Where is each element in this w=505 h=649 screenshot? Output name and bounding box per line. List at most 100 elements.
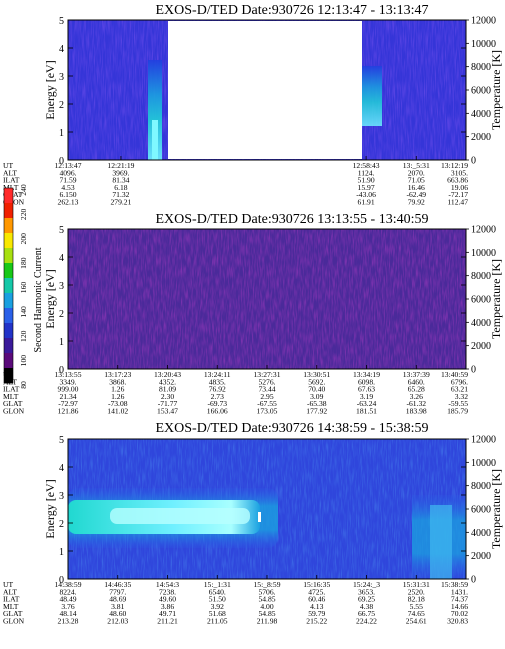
colorbar-tick-label: 120 — [19, 330, 28, 342]
panel-1-ylabel-right: Temperature [K] — [489, 50, 503, 130]
panel-1-right-ytick-label: 6000 — [471, 86, 491, 97]
panel-2-title: EXOS-D/TED Date:930726 13:13:55 - 13:40:… — [156, 212, 429, 227]
panel-1-ylabel: Energy [eV] — [43, 60, 57, 119]
panel-1-table-cell: 663.86 — [447, 176, 468, 185]
panel-3-spike — [258, 512, 261, 522]
panel-3-table-cell: 54.85 — [258, 609, 275, 618]
panel-2-table-cell: 4352. — [159, 377, 176, 386]
panel-2-table-cell: 13:20:43 — [154, 370, 181, 379]
panel-2-table-cell: 63.21 — [451, 385, 468, 394]
panel-2-orbit-table: UTALTILATMLTGLATGLON13:13:553349.999.002… — [3, 365, 468, 416]
panel-3-table-cell: 211.21 — [157, 617, 178, 626]
panel-3-title: EXOS-D/TED Date:930726 14:38:59 - 15:38:… — [156, 421, 429, 436]
panel-3-table-cell: 2520. — [408, 587, 425, 596]
panel-1-right-ytick-label: 2000 — [471, 132, 491, 143]
panel-2-table-cell: 183.98 — [406, 407, 427, 416]
panel-1-table-cell: 6.150 — [59, 190, 76, 199]
colorbar-swatch — [4, 308, 13, 324]
panel-3-orbit-table: UTALTILATMLTGLATGLON14:38:598224.48.493.… — [3, 575, 468, 626]
panel-3-table-cell: 215.22 — [306, 617, 327, 626]
panel-3-table-cell: 14:46:35 — [104, 580, 131, 589]
panel-3-table-cell: 3.76 — [61, 602, 74, 611]
panel-3-table-row-label: MLT — [3, 602, 19, 611]
panel-3-table-cell: 49.71 — [159, 609, 176, 618]
panel-3-table-cell: 3.92 — [211, 602, 224, 611]
panel-3-table-cell: 3653. — [358, 587, 375, 596]
panel-2-table-cell: 65.28 — [408, 385, 425, 394]
panel-3-table-cell: 5706. — [258, 587, 275, 596]
panel-1-table-row-label: ALT — [3, 168, 17, 177]
panel-3-table-cell: 54.85 — [258, 595, 275, 604]
panel-1-ytick-label: 5 — [59, 16, 64, 27]
panel-1-table-cell: 4096. — [59, 168, 76, 177]
panel-2-table-cell: 67.63 — [358, 385, 375, 394]
panel-2-right-ytick-label: 6000 — [471, 295, 491, 306]
colorbar-swatch — [4, 233, 13, 249]
panel-2-table-cell: -72.97 — [58, 399, 78, 408]
panel-3-table-cell: 7238. — [159, 587, 176, 596]
panel-3-table-cell: 15:38:59 — [441, 580, 468, 589]
panel-3-table-cell: 14:38:59 — [54, 580, 81, 589]
panel-1-table-cell: 15.97 — [358, 183, 375, 192]
panel-1-table-cell: 51.90 — [358, 176, 375, 185]
panel-3-right-ytick-label: 10000 — [471, 458, 496, 469]
panel-3-table-cell: 59.79 — [308, 609, 325, 618]
panel-2-table-cell: 121.86 — [58, 407, 79, 416]
panel-1-right-ytick-label: 0 — [471, 156, 476, 167]
panel-1-right-ytick-label: 4000 — [471, 109, 491, 120]
panel-1-right-ytick-label: 12000 — [471, 16, 496, 27]
panel-2-right-ytick-label: 2000 — [471, 341, 491, 352]
panel-2-table-cell: -61.32 — [406, 399, 426, 408]
panel-3-table-cell: 48.69 — [109, 595, 126, 604]
panel-3-ylabel: Energy [eV] — [43, 479, 57, 538]
panel-1-y-ticks: 0 1 2 3 4 5 — [59, 16, 466, 167]
panel-3-table-row-label: UT — [3, 580, 13, 589]
panel-1-table-cell: 262.13 — [58, 198, 79, 207]
panel-1-table-cell: 3105. — [451, 168, 468, 177]
panel-2-table-cell: 21.34 — [59, 392, 76, 401]
panel-3-table-cell: 4.13 — [310, 602, 323, 611]
panel-2-ytick-label: 0 — [59, 365, 64, 376]
panel-3-table-cell: 211.98 — [257, 617, 278, 626]
panel-1-table-cell: 81.34 — [112, 176, 129, 185]
panel-2-table-cell: 141.02 — [107, 407, 128, 416]
panel-2-table-cell: 13:24:11 — [204, 370, 231, 379]
panel-2-right-ytick-label: 12000 — [471, 225, 496, 236]
panel-1-table-cell: 79.92 — [408, 198, 425, 207]
colorbar-swatch — [4, 263, 13, 279]
panel-2-right-ytick-label: 8000 — [471, 271, 491, 282]
panel-1-right-y-ticks: 0 2000 4000 6000 8000 10000 12000 — [466, 16, 496, 167]
panel-3-table-cell: 66.75 — [358, 609, 375, 618]
panel-3-table-row-label: GLON — [3, 617, 25, 626]
panel-2-table-cell: 1.26 — [111, 392, 124, 401]
panel-1-ytick-label: 0 — [59, 156, 64, 167]
panel-3-table-row-label: ALT — [3, 587, 17, 596]
panel-1-table-cell: -72.17 — [448, 190, 468, 199]
panel-2-table-cell: 2.30 — [161, 392, 174, 401]
panel-2-table-cell: 76.92 — [209, 385, 226, 394]
panel-2-table-cell: 3.09 — [310, 392, 323, 401]
panel-3-table-cell: 60.46 — [308, 595, 325, 604]
panel-2-table-row-label: MLT — [3, 392, 19, 401]
colorbar-swatch — [4, 368, 13, 384]
panel-3-right-y-ticks: 0 2000 4000 6000 8000 10000 12000 — [466, 435, 496, 586]
panel-2-table-cell: -65.38 — [307, 399, 327, 408]
panel-2-table-cell: -69.73 — [207, 399, 227, 408]
panel-3-ytick-label: 1 — [59, 547, 64, 558]
colorbar-tick-label: 240 — [19, 184, 28, 196]
panel-1-ytick-label: 3 — [59, 72, 64, 83]
panel-3: EXOS-D/TED Date:930726 14:38:59 - 15:38:… — [3, 421, 503, 626]
panel-1-table-cell: 3969. — [112, 168, 129, 177]
panel-1-table-cell: 13:_5:31 — [403, 161, 430, 170]
panel-1-table-cell: 279.21 — [110, 198, 131, 207]
panel-3-right-ytick-label: 12000 — [471, 435, 496, 446]
panel-3-table-cell: 3.86 — [161, 602, 174, 611]
panel-3-table-cell: 4725. — [308, 587, 325, 596]
panel-1-table-cell: 6.18 — [114, 183, 127, 192]
panel-3-right-ytick-label: 4000 — [471, 528, 491, 539]
colorbar-tick-label: 160 — [19, 282, 28, 294]
colorbar-tick-label: 180 — [19, 257, 28, 269]
panel-3-y-ticks: 0 1 2 3 4 5 — [59, 435, 466, 586]
panel-2-table-cell: 2.73 — [211, 392, 224, 401]
panel-2-table-cell: 4835. — [209, 377, 226, 386]
